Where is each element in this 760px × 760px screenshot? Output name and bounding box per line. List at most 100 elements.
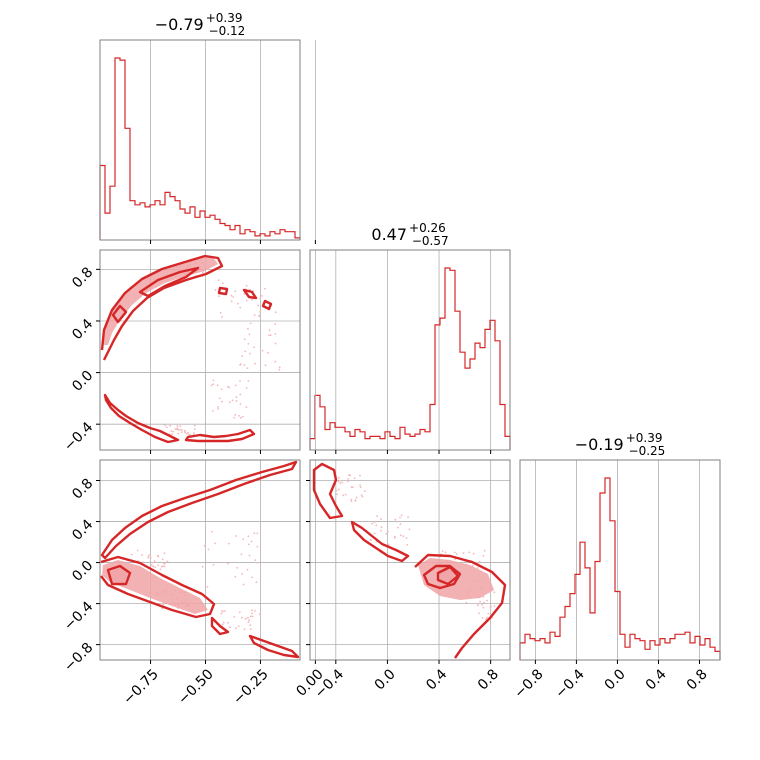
sample-point xyxy=(230,294,233,297)
sample-point xyxy=(249,352,251,355)
contour-line xyxy=(436,565,460,586)
sample-point xyxy=(338,488,340,491)
sample-point xyxy=(174,428,177,430)
sample-point xyxy=(179,429,181,431)
sample-point xyxy=(149,556,152,559)
sample-point xyxy=(176,427,179,429)
histogram-panel-p2 xyxy=(519,460,721,660)
panel-frame xyxy=(519,459,721,661)
sample-point xyxy=(256,562,259,564)
sample-point xyxy=(214,289,217,291)
sample-point xyxy=(360,494,363,496)
sample-point xyxy=(162,562,165,565)
y-tick-label: 0.0 xyxy=(69,368,96,395)
sample-point xyxy=(201,565,204,568)
sample-point xyxy=(350,486,353,488)
sample-point xyxy=(147,555,150,557)
x-tick-label: 0.0 xyxy=(372,666,399,693)
sample-point xyxy=(394,518,397,521)
sample-point xyxy=(165,426,168,429)
sample-point xyxy=(251,615,254,618)
sample-point xyxy=(235,396,238,399)
sample-point xyxy=(154,566,157,568)
histogram-p1 xyxy=(309,267,511,450)
sample-point xyxy=(212,564,215,566)
sample-point xyxy=(380,526,383,529)
sample-point xyxy=(187,431,190,434)
x-tick-label: −0.8 xyxy=(511,666,546,701)
sample-point xyxy=(237,625,240,628)
x-tick-label: 0.4 xyxy=(423,666,450,693)
sample-point xyxy=(253,532,256,535)
sample-point xyxy=(247,343,250,345)
sample-point xyxy=(152,565,155,568)
sample-point xyxy=(177,429,180,431)
sample-point xyxy=(186,432,188,435)
sample-point xyxy=(153,560,156,562)
sample-point xyxy=(395,520,398,523)
sample-point xyxy=(234,414,237,416)
sample-point xyxy=(228,542,230,545)
grid-2-0 xyxy=(100,460,316,660)
sample-point xyxy=(221,400,223,403)
sample-point xyxy=(230,300,233,303)
sample-point xyxy=(247,616,249,619)
sample-point xyxy=(400,514,403,517)
sample-point xyxy=(234,384,237,387)
sample-point xyxy=(243,628,246,631)
sample-point xyxy=(234,290,237,293)
sample-point xyxy=(253,610,256,612)
contour-panel-p0-p1 xyxy=(100,250,316,450)
sample-point xyxy=(399,516,401,519)
sample-point xyxy=(249,628,252,631)
sample-point xyxy=(249,624,252,626)
grid-1-1 xyxy=(335,250,492,450)
x-tick-label: 0.8 xyxy=(475,666,502,693)
sample-point xyxy=(163,552,166,555)
panel-frame xyxy=(99,459,301,661)
sample-point xyxy=(373,532,376,535)
sample-point xyxy=(247,543,250,546)
sample-point xyxy=(207,548,210,551)
minus-p0: −0.12 xyxy=(209,24,246,38)
sample-point xyxy=(456,553,458,555)
y-tick-label: 0.4 xyxy=(69,316,96,343)
sample-point xyxy=(163,565,166,568)
sample-point xyxy=(172,430,175,433)
sample-point xyxy=(335,489,338,492)
sample-point xyxy=(159,568,162,571)
sample-point xyxy=(241,355,244,358)
sample-point xyxy=(245,406,248,409)
sample-point xyxy=(247,535,250,538)
sample-point xyxy=(380,518,382,521)
sample-point xyxy=(249,615,252,618)
sample-point xyxy=(181,431,183,434)
sample-point xyxy=(214,542,217,545)
sample-point xyxy=(239,363,242,365)
sample-point xyxy=(203,544,206,547)
sample-point xyxy=(177,432,180,435)
sample-point xyxy=(220,388,223,391)
sample-point xyxy=(238,611,241,614)
sample-point xyxy=(238,415,240,417)
sample-point xyxy=(406,544,409,546)
sample-point xyxy=(359,484,361,486)
sample-point xyxy=(399,523,402,526)
sample-point xyxy=(149,554,151,556)
median-p1: 0.47 xyxy=(371,225,407,244)
sample-point xyxy=(229,401,231,404)
sample-point xyxy=(228,386,231,389)
x-tick-label: −0.25 xyxy=(230,666,272,708)
x-tick-label: 0.4 xyxy=(643,666,670,693)
sample-point xyxy=(206,586,209,588)
sample-point xyxy=(259,297,262,300)
sample-point xyxy=(254,362,256,365)
sample-point xyxy=(342,494,345,497)
sample-point xyxy=(239,393,242,396)
sample-point xyxy=(216,384,219,387)
sample-point xyxy=(245,284,248,287)
sample-point xyxy=(399,534,402,537)
sample-point xyxy=(169,424,172,427)
sample-point xyxy=(150,564,153,566)
